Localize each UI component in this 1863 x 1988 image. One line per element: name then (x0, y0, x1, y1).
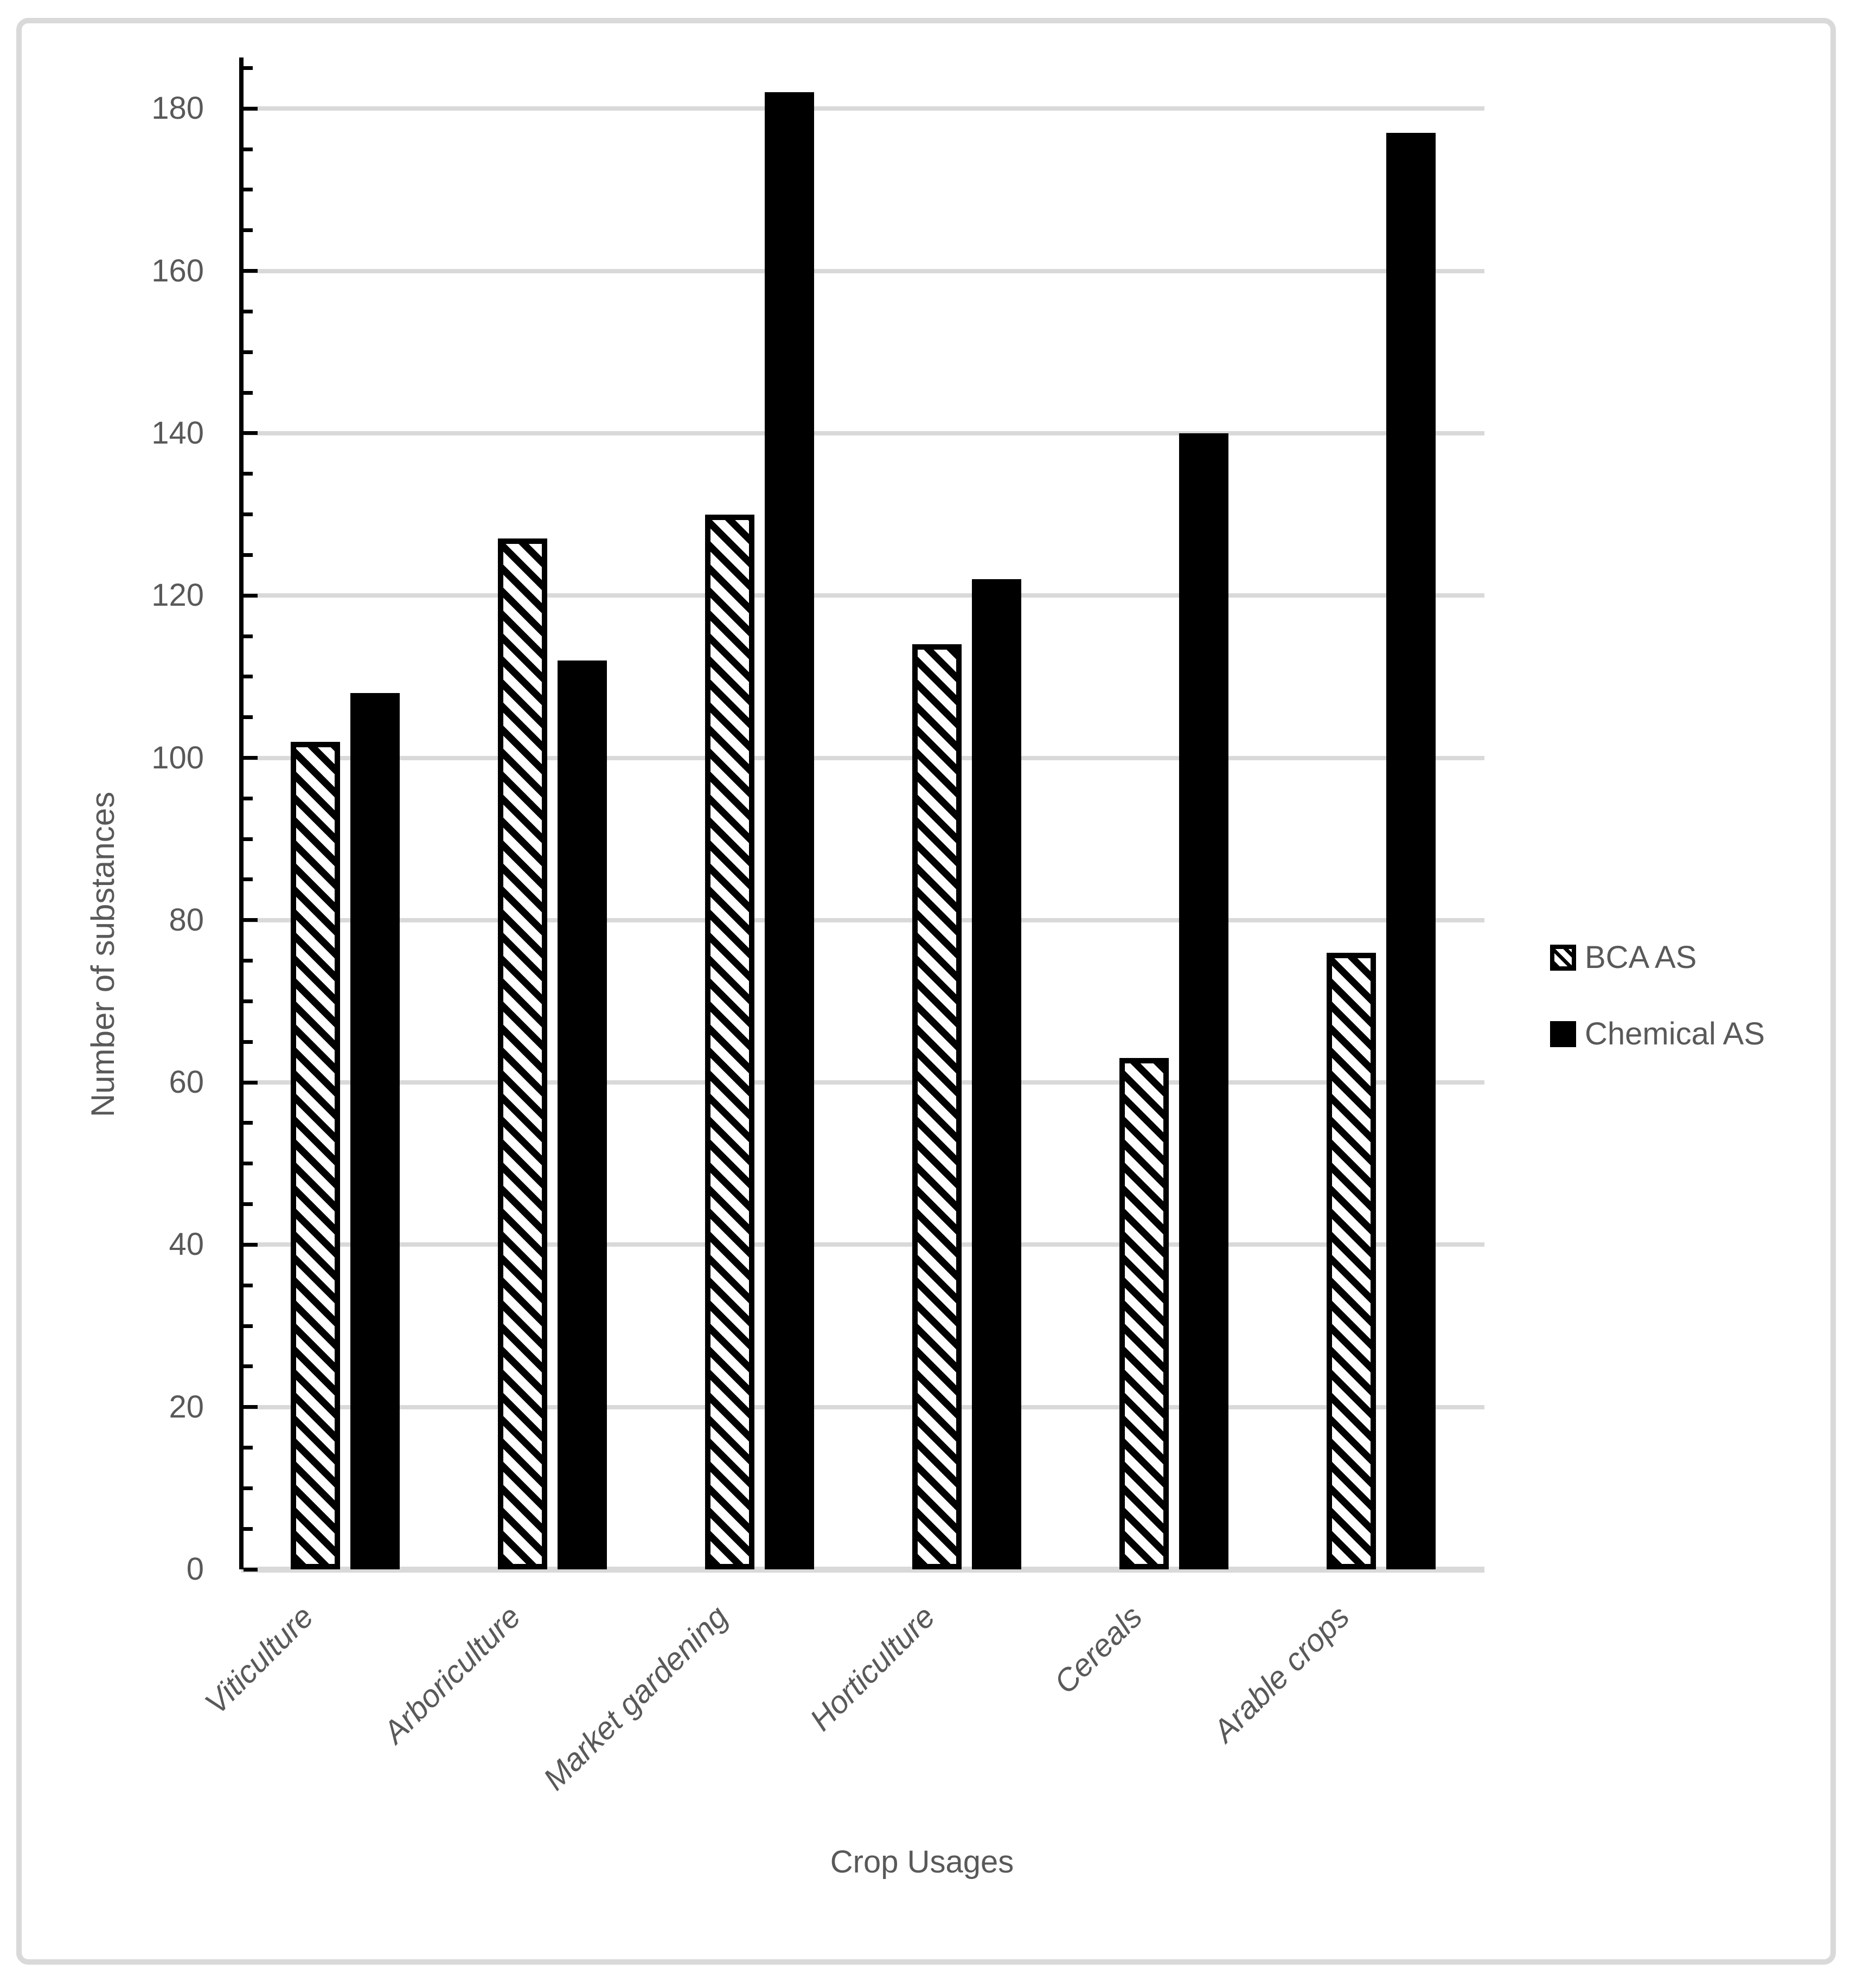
y-axis-major-tick (244, 918, 258, 922)
gridline-120 (241, 593, 1484, 598)
bar-chemical-as-cereals (1179, 433, 1228, 1569)
y-axis-major-tick (244, 756, 258, 760)
y-axis-minor-tick (244, 512, 253, 517)
bar-chemical-as-viticulture (350, 692, 400, 1569)
y-axis-minor-tick (244, 999, 253, 1003)
solid-swatch-icon (1550, 1021, 1576, 1047)
bar-chemical-as-horticulture (971, 579, 1021, 1569)
y-axis-minor-tick (244, 1040, 253, 1044)
x-axis-title: Crop Usages (830, 1844, 1014, 1880)
y-axis-minor-tick (244, 715, 253, 720)
y-axis-minor-tick (244, 1162, 253, 1166)
gridline-140 (241, 431, 1484, 435)
y-axis-minor-tick (244, 796, 253, 800)
y-axis-minor-tick (244, 1121, 253, 1125)
y-tick-label-100: 100 (151, 740, 204, 775)
bar-bca-as-arable-crops (1326, 952, 1376, 1569)
bar-bca-as-horticulture (912, 644, 962, 1569)
y-axis-major-tick (244, 1567, 258, 1572)
legend-item-chemical-as: Chemical AS (1550, 1016, 1765, 1052)
y-axis-minor-tick (244, 1283, 253, 1287)
y-tick-label-60: 60 (169, 1064, 204, 1100)
y-axis-minor-tick (244, 66, 253, 70)
y-axis-minor-tick (244, 1486, 253, 1490)
y-axis-major-tick (244, 593, 258, 598)
bar-bca-as-arboriculture (497, 538, 547, 1569)
y-axis-minor-tick (244, 553, 253, 557)
y-axis-minor-tick (244, 147, 253, 151)
y-axis-minor-tick (244, 634, 253, 638)
bar-chemical-as-arboriculture (557, 660, 607, 1569)
y-axis-minor-tick (244, 959, 253, 963)
y-axis-major-tick (244, 269, 258, 273)
gridline-160 (241, 268, 1484, 273)
gridline-0 (241, 1566, 1484, 1573)
y-axis-minor-tick (244, 1527, 253, 1531)
y-axis-minor-tick (244, 675, 253, 679)
y-axis-minor-tick (244, 309, 253, 313)
y-tick-label-160: 160 (151, 253, 204, 288)
y-axis-major-tick (244, 431, 258, 435)
gridline-20 (241, 1405, 1484, 1409)
y-axis-major-tick (244, 106, 258, 111)
legend: BCA AS Chemical AS (1550, 0, 1854, 1988)
y-axis-minor-tick (244, 837, 253, 841)
y-axis-minor-tick (244, 877, 253, 882)
figure-border (16, 18, 1836, 1965)
y-axis-minor-tick (244, 1364, 253, 1369)
hatched-swatch-icon (1550, 944, 1576, 971)
y-tick-label-140: 140 (151, 415, 204, 451)
legend-label: BCA AS (1585, 940, 1697, 975)
bar-bca-as-market-gardening (705, 514, 754, 1569)
y-axis-minor-tick (244, 1202, 253, 1207)
y-tick-label-40: 40 (169, 1227, 204, 1262)
y-tick-label-20: 20 (169, 1389, 204, 1425)
bar-bca-as-viticulture (290, 741, 340, 1569)
y-axis-minor-tick (244, 1324, 253, 1328)
gridline-180 (241, 106, 1484, 111)
y-axis-major-tick (244, 1405, 258, 1409)
gridline-80 (241, 918, 1484, 922)
y-axis-major-tick (244, 1242, 258, 1247)
y-axis-title: Number of substances (85, 791, 121, 1118)
y-axis-line (239, 57, 244, 1569)
y-axis-minor-tick (244, 390, 253, 395)
y-axis-minor-tick (244, 228, 253, 233)
legend-label: Chemical AS (1585, 1016, 1765, 1051)
gridline-100 (241, 755, 1484, 760)
y-axis-minor-tick (244, 1446, 253, 1450)
legend-item-bca-as: BCA AS (1550, 939, 1696, 976)
y-tick-label-180: 180 (151, 91, 204, 126)
y-tick-label-80: 80 (169, 902, 204, 938)
y-axis-minor-tick (244, 350, 253, 354)
y-axis-minor-tick (244, 188, 253, 192)
y-tick-label-120: 120 (151, 578, 204, 613)
y-axis-major-tick (244, 1080, 258, 1085)
bar-chemical-as-market-gardening (764, 92, 814, 1569)
y-tick-label-0: 0 (186, 1551, 204, 1587)
gridline-60 (241, 1080, 1484, 1085)
gridline-40 (241, 1242, 1484, 1247)
bar-chemical-as-arable-crops (1386, 133, 1436, 1569)
bar-bca-as-cereals (1119, 1058, 1169, 1569)
y-axis-minor-tick (244, 472, 253, 476)
